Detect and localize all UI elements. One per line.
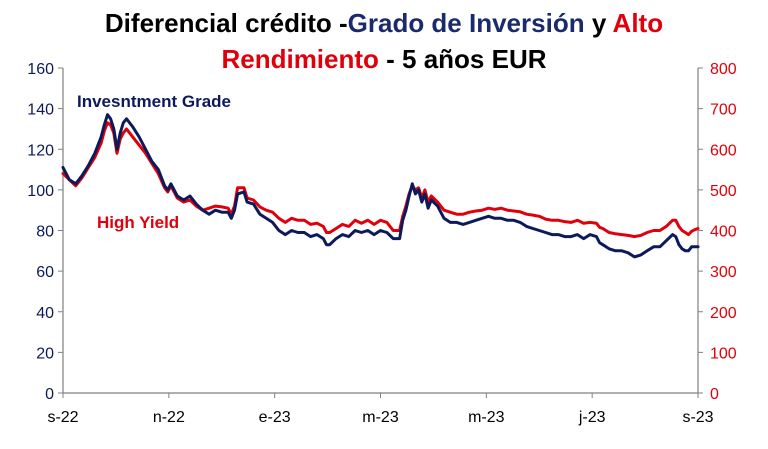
right-tick-label: 800 xyxy=(710,61,737,78)
left-tick-label: 160 xyxy=(27,61,54,78)
title-part-2: Grado de Inversión xyxy=(347,8,585,38)
series-label-high-yield: High Yield xyxy=(97,213,179,232)
x-tick-label: j-23 xyxy=(578,409,606,426)
x-tick-label: m-23 xyxy=(468,409,505,426)
series-label-investment-grade: Invesntment Grade xyxy=(77,92,231,111)
left-tick-label: 60 xyxy=(36,264,54,281)
x-tick-label: n-22 xyxy=(153,409,185,426)
chart-title-line-2: Rendimiento - 5 años EUR xyxy=(0,44,768,74)
series-line-investment-grade xyxy=(61,113,700,259)
series-lines xyxy=(61,113,700,259)
title-part-5: Rendimiento xyxy=(221,44,379,74)
right-tick-label: 600 xyxy=(710,142,737,159)
x-tick-label: e-23 xyxy=(259,409,291,426)
right-tick-label: 0 xyxy=(710,386,719,403)
right-tick-label: 500 xyxy=(710,183,737,200)
x-tick-label: s-22 xyxy=(47,409,78,426)
title-part-3: y xyxy=(584,8,613,38)
x-tick-label: m-23 xyxy=(362,409,399,426)
right-tick-label: 400 xyxy=(710,224,737,241)
title-part-6: - 5 años EUR xyxy=(378,44,547,74)
title-part-4: Alto xyxy=(612,8,664,38)
axes: 0 20 40 60 80 100 120 140 160 0 100 200 300 400 500 600… xyxy=(27,61,737,426)
left-tick-label: 140 xyxy=(27,102,54,119)
title-part-1: Diferencial crédito - xyxy=(104,8,348,38)
right-tick-label: 100 xyxy=(710,345,737,362)
left-tick-label: 20 xyxy=(36,345,54,362)
left-tick-label: 120 xyxy=(27,142,54,159)
right-tick-label: 200 xyxy=(710,305,737,322)
left-tick-label: 80 xyxy=(36,224,54,241)
chart-title-line-1: Diferencial crédito -Grado de Inversión … xyxy=(0,8,768,38)
right-tick-label: 700 xyxy=(710,102,737,119)
left-tick-label: 100 xyxy=(27,183,54,200)
series-labels: Invesntment Grade High Yield xyxy=(77,92,231,232)
x-tick-label: s-23 xyxy=(682,409,713,426)
right-tick-label: 300 xyxy=(710,264,737,281)
left-tick-label: 40 xyxy=(36,305,54,322)
left-tick-label: 0 xyxy=(45,386,54,403)
